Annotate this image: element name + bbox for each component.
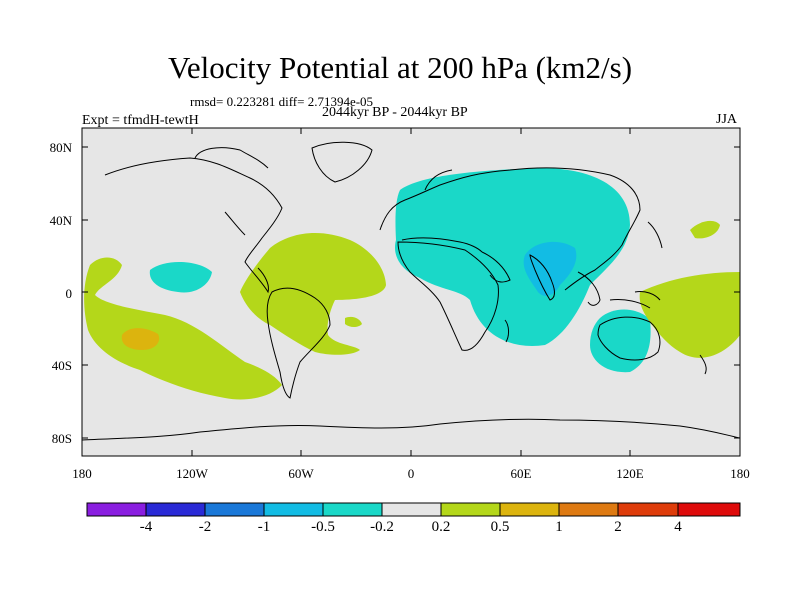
colorbar-bin-11 [677, 502, 741, 517]
colorbar-bin-8 [499, 502, 560, 517]
y-tick-label: 40N [49, 213, 72, 228]
colorbar-bin-9 [558, 502, 619, 517]
positive-region-south-atlantic [345, 316, 362, 327]
stats-line: rmsd= 0.223281 diff= 2.71394e-05 [190, 94, 374, 109]
x-tick-label: 60W [288, 466, 314, 481]
y-tick-label: 80N [49, 140, 72, 155]
colorbar-label: -0.5 [311, 519, 335, 535]
positive-region-south-pacific [84, 257, 282, 400]
negative-region-pacific [149, 261, 212, 293]
colorbar-label: -4 [139, 519, 153, 535]
colorbar-label: 1 [555, 519, 563, 535]
positive-region-americas [240, 233, 386, 355]
map-background [82, 128, 740, 456]
positive-core-south-pacific [121, 328, 160, 350]
x-tick-label: 60E [510, 466, 532, 481]
negative-region-indian-ocean [590, 309, 651, 373]
colorbar-label: -0.2 [370, 519, 394, 535]
colorbar-label: 0.5 [490, 519, 510, 535]
y-tick-label: 80S [51, 431, 72, 446]
x-tick-label: 180 [730, 466, 750, 481]
y-tick-label: 0 [65, 286, 73, 301]
axis-ticks [82, 128, 740, 456]
colorbar-bin-6 [381, 502, 442, 517]
colorbar-bin-1 [86, 502, 147, 517]
colorbar-bin-3 [204, 502, 265, 517]
colorbar-bin-7 [440, 502, 501, 517]
x-tick-label: 180 [72, 466, 92, 481]
negative-region-eurasia [395, 168, 630, 346]
colorbar [86, 502, 741, 517]
experiment-label: Expt = tfmdH-tewtH [82, 113, 199, 128]
colorbar-label: -2 [198, 519, 212, 535]
positive-region-north-pacific [690, 220, 720, 239]
colorbar-label: 0.2 [431, 519, 451, 535]
season-label: JJA [716, 112, 738, 127]
colorbar-bin-10 [617, 502, 679, 517]
plot-title: Velocity Potential at 200 hPa (km2/s) [167, 50, 633, 85]
colorbar-bin-5 [322, 502, 383, 517]
colorbar-bin-4 [263, 502, 324, 517]
period-label: 2044kyr BP - 2044kyr BP [322, 105, 468, 120]
colorbar-label: 4 [674, 519, 682, 535]
colorbar-bin-2 [145, 502, 206, 517]
colorbar-label: 2 [614, 519, 622, 535]
x-tick-label: 120W [176, 466, 208, 481]
negative-region-india-core [523, 241, 577, 296]
x-tick-label: 120E [616, 466, 644, 481]
colorbar-label: -1 [257, 519, 271, 535]
coastlines [81, 141, 741, 441]
positive-region-west-pacific [639, 272, 740, 358]
x-tick-label: 0 [407, 466, 415, 481]
y-tick-label: 40S [51, 358, 72, 373]
